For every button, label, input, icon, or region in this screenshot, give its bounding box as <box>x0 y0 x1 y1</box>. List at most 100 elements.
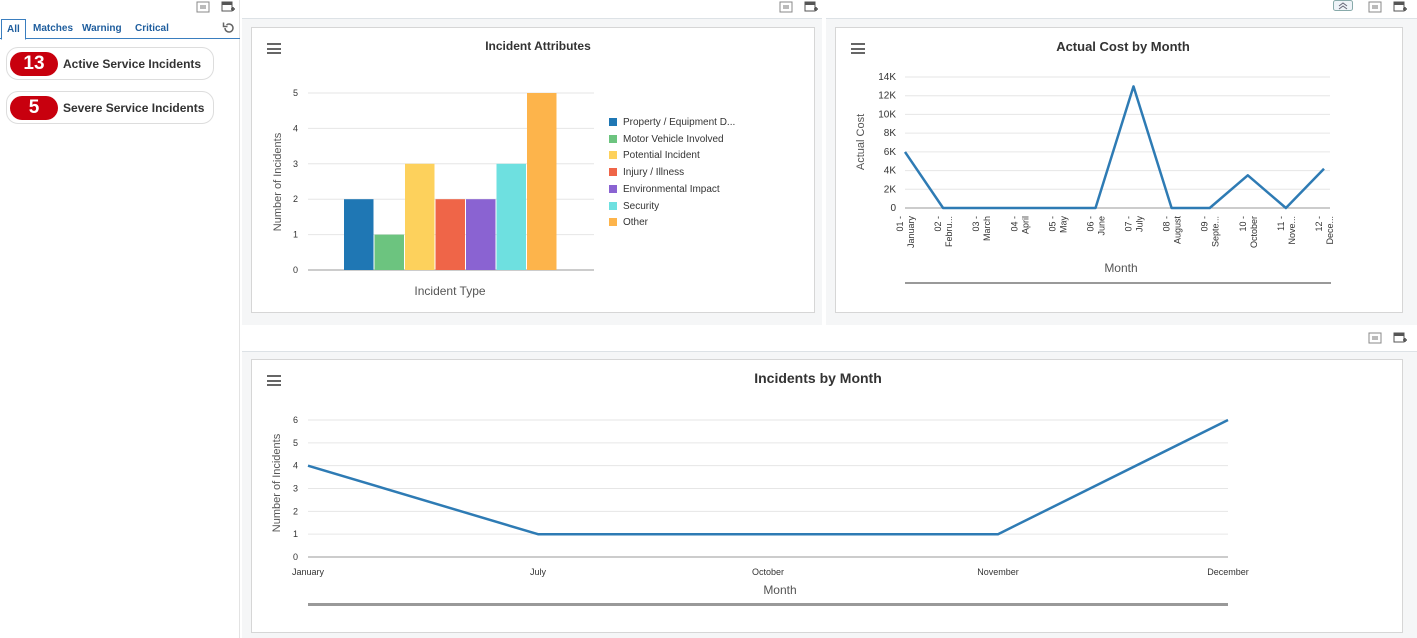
legend-item[interactable]: Potential Incident <box>609 150 700 161</box>
legend-swatch <box>609 118 617 126</box>
y-tick-label: 10K <box>878 109 896 120</box>
y-tick-label: 1 <box>293 230 298 240</box>
scrollbar-track <box>905 282 1331 284</box>
legend-label: Other <box>623 217 649 229</box>
legend-item[interactable]: Motor Vehicle Involved <box>609 134 724 145</box>
tab-warning[interactable]: Warning <box>82 23 122 34</box>
legend-label: Security <box>623 200 660 212</box>
x-tick-label: 01 - <box>895 216 905 232</box>
tab-all[interactable]: All <box>1 19 26 40</box>
refresh-icon[interactable] <box>222 21 236 35</box>
y-tick-label: 2 <box>293 506 298 516</box>
chart-title: Incidents by Month <box>754 370 882 386</box>
x-axis-title: Incident Type <box>414 284 485 298</box>
filter-panel: All Matches Warning Critical 13 Active S… <box>0 0 240 638</box>
x-tick-label: 11 - <box>1276 216 1286 231</box>
x-tick-label: 09 - <box>1200 216 1210 232</box>
x-tick-label: July <box>1135 216 1145 233</box>
x-tick-label: July <box>530 567 547 577</box>
legend-item[interactable]: Environmental Impact <box>609 184 720 195</box>
kpi-label: Active Service Incidents <box>63 57 202 71</box>
tab-critical[interactable]: Critical <box>135 23 169 34</box>
legend-label: Injury / Illness <box>623 167 685 179</box>
filter-tabs: All Matches Warning Critical <box>0 19 240 40</box>
hamburger-menu-icon[interactable] <box>851 43 865 54</box>
y-tick-label: 2 <box>293 194 298 204</box>
tab-matches[interactable]: Matches <box>33 23 74 34</box>
x-tick-label: April <box>1020 216 1030 234</box>
x-tick-label: 06 - <box>1085 216 1095 232</box>
chart-title: Actual Cost by Month <box>1056 39 1190 54</box>
legend-label: Property / Equipment D... <box>623 117 736 128</box>
y-tick-label: 5 <box>293 88 298 98</box>
y-tick-label: 0 <box>293 265 298 275</box>
y-tick-label: 0 <box>890 203 896 214</box>
legend-item[interactable]: Security <box>609 201 659 212</box>
x-axis-title: Month <box>763 583 796 597</box>
expand-icon[interactable] <box>196 1 210 13</box>
kpi-severe-incidents[interactable]: 5 Severe Service Incidents <box>6 91 214 124</box>
expand-icon[interactable] <box>1368 1 1382 13</box>
bar <box>344 199 374 270</box>
bar <box>435 199 465 270</box>
add-card-icon[interactable] <box>804 1 818 13</box>
actual-cost-chart: 0 2K 4K 6K 8K 10K 12K 14K 01 - January 02 - Febru..… <box>855 72 1335 284</box>
x-tick-label: January <box>292 567 325 577</box>
legend-swatch <box>609 168 617 177</box>
x-tick-label: October <box>1249 216 1259 248</box>
y-tick-label: 6K <box>884 147 897 158</box>
x-tick-label: Febru... <box>944 216 954 247</box>
collapse-up-icon[interactable] <box>1333 0 1353 11</box>
legend-swatch <box>609 201 617 210</box>
kpi-label: Severe Service Incidents <box>63 101 205 115</box>
y-tick-label: 1 <box>293 529 298 539</box>
hamburger-menu-icon[interactable] <box>267 43 281 54</box>
x-tick-label: August <box>1173 216 1183 245</box>
kpi-active-incidents[interactable]: 13 Active Service Incidents <box>6 47 214 80</box>
y-axis-title: Number of Incidents <box>271 433 283 532</box>
y-tick-label: 4 <box>293 461 298 471</box>
x-tick-label: January <box>906 216 916 249</box>
expand-icon[interactable] <box>1368 332 1382 344</box>
x-tick-label: March <box>982 216 992 241</box>
x-tick-label: 03 - <box>971 216 981 232</box>
series-line <box>307 418 1229 536</box>
x-tick-label: November <box>977 567 1019 577</box>
legend-item[interactable]: Injury / Illness <box>609 167 684 178</box>
x-tick-label: October <box>752 567 784 577</box>
bar <box>527 93 557 270</box>
x-tick-label: Nove... <box>1287 216 1297 245</box>
x-tick-label: 02 - <box>933 216 943 232</box>
x-tick-label: Septe... <box>1211 216 1221 247</box>
bar <box>374 234 404 270</box>
incidents-by-month-chart: 0 1 2 3 4 5 6 January July October November Decembe… <box>271 415 1249 606</box>
scrollbar-track <box>308 603 1228 606</box>
x-tick-label: 12 - <box>1314 216 1324 232</box>
bar <box>496 163 526 270</box>
hamburger-menu-icon[interactable] <box>267 375 281 386</box>
add-card-icon[interactable] <box>1393 1 1407 13</box>
legend-item[interactable]: Property / Equipment D... <box>609 117 735 128</box>
y-tick-label: 12K <box>878 91 896 102</box>
y-tick-label: 4 <box>293 123 298 133</box>
legend-label: Potential Incident <box>623 150 700 162</box>
kpi-count-badge: 13 <box>10 52 58 76</box>
y-tick-label: 6 <box>293 415 298 425</box>
y-tick-label: 4K <box>884 166 897 177</box>
expand-icon[interactable] <box>779 1 793 13</box>
y-tick-label: 8K <box>884 128 897 139</box>
y-axis-title: Actual Cost <box>855 114 867 170</box>
add-card-icon[interactable] <box>1393 332 1407 344</box>
bar <box>405 163 435 270</box>
series-line <box>903 85 1325 210</box>
legend-item[interactable]: Other <box>609 217 648 228</box>
chart-title: Incident Attributes <box>485 39 591 53</box>
y-axis-title: Number of Incidents <box>272 132 284 231</box>
y-tick-label: 2K <box>884 184 897 195</box>
legend-swatch <box>609 134 617 143</box>
x-tick-label: 05 - <box>1047 216 1057 232</box>
add-card-icon[interactable] <box>221 1 235 13</box>
incidents-by-month-card <box>251 359 1403 633</box>
legend-swatch <box>609 218 617 227</box>
x-axis-title: Month <box>1104 261 1137 275</box>
